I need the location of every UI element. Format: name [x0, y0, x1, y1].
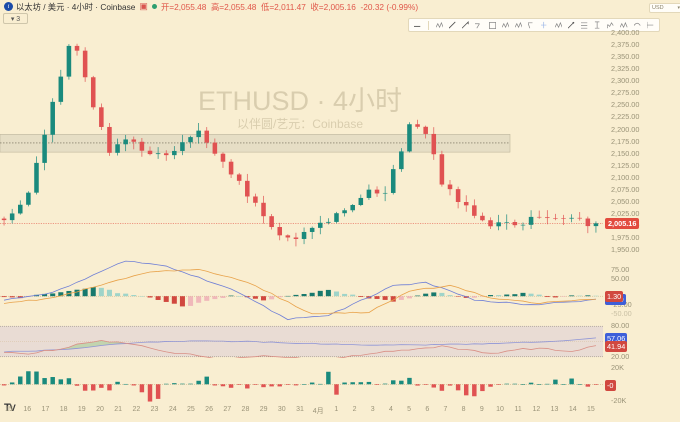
svg-text:以伴圆/艺元：Coinbase: 以伴圆/艺元：Coinbase — [237, 117, 363, 131]
svg-text:ETHUSD · 4小时: ETHUSD · 4小时 — [198, 86, 402, 116]
